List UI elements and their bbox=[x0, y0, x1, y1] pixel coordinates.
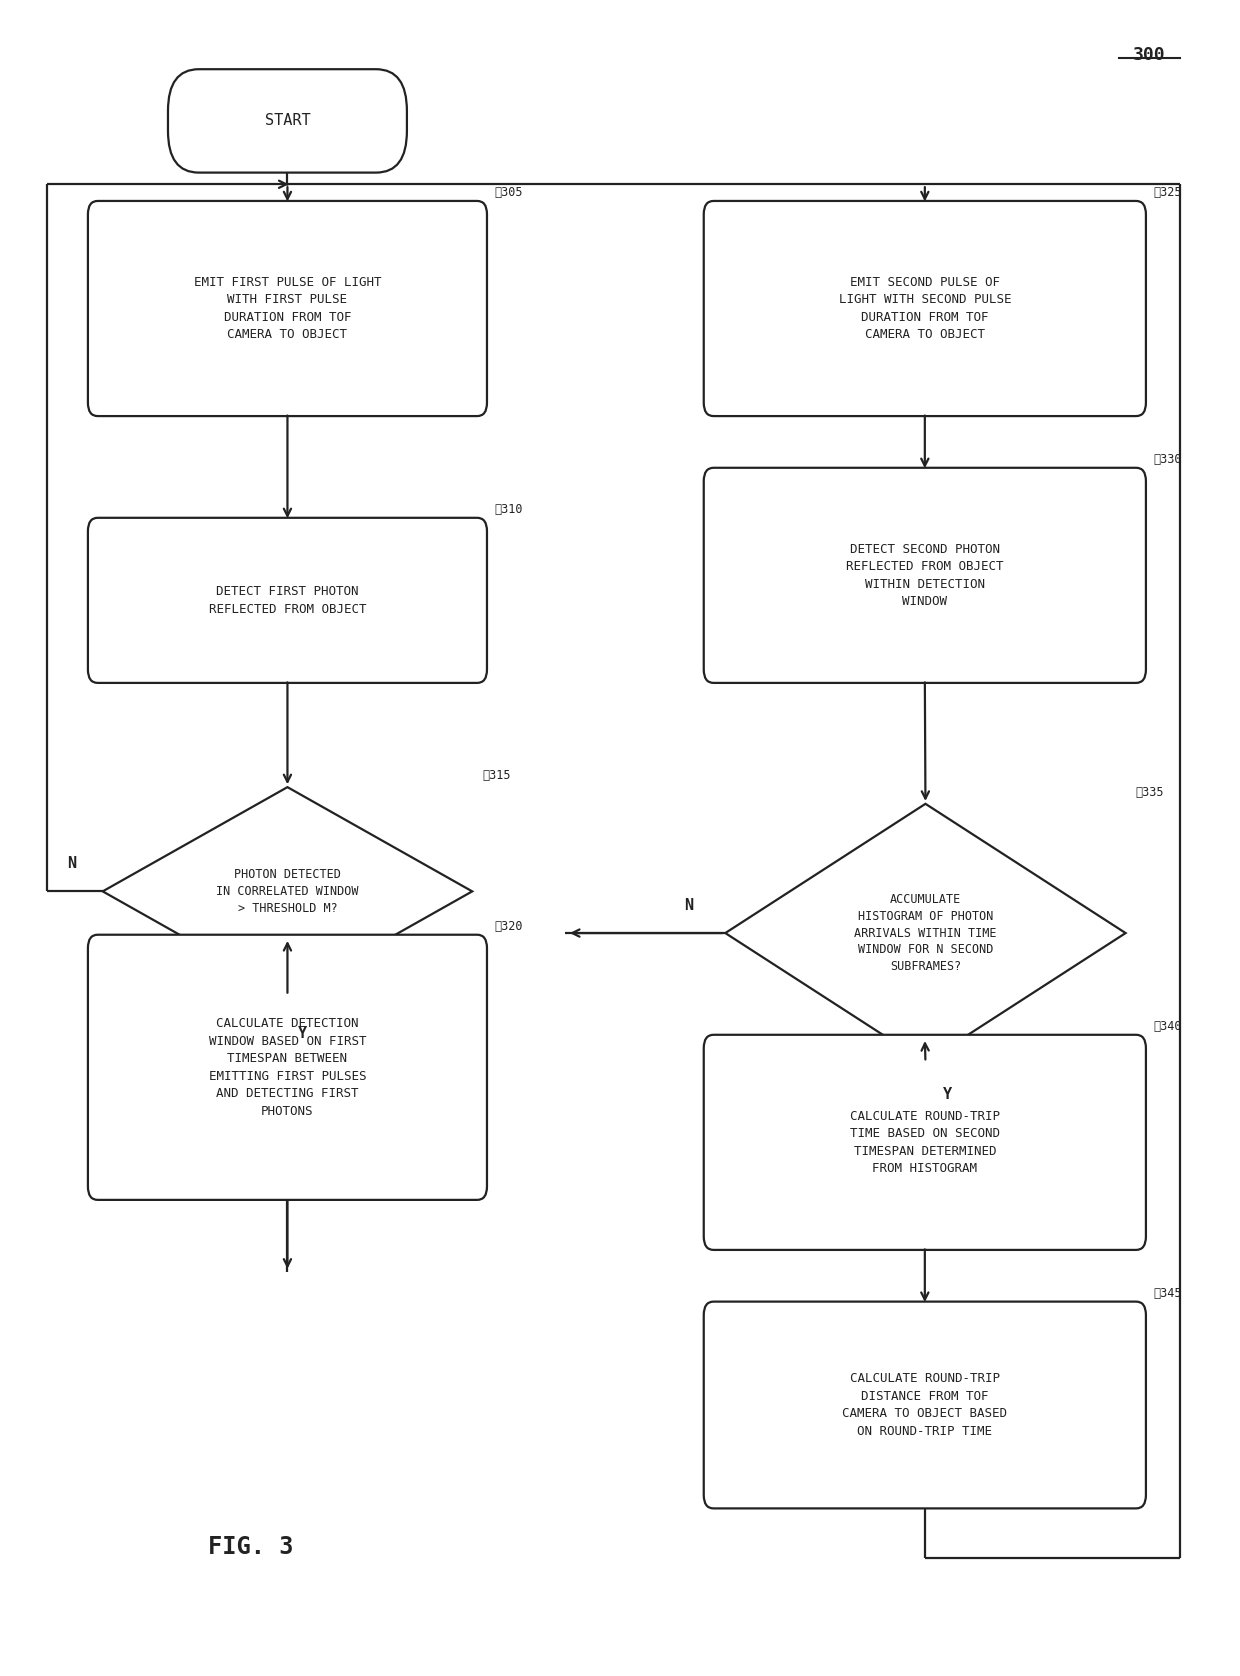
Text: ⁓315: ⁓315 bbox=[482, 769, 511, 783]
Text: PHOTON DETECTED
IN CORRELATED WINDOW
> THRESHOLD M?: PHOTON DETECTED IN CORRELATED WINDOW > T… bbox=[216, 868, 358, 915]
Text: START: START bbox=[264, 114, 310, 129]
Text: ⁓345: ⁓345 bbox=[1153, 1287, 1182, 1301]
Text: Y: Y bbox=[298, 1026, 306, 1041]
Polygon shape bbox=[103, 788, 472, 996]
FancyBboxPatch shape bbox=[704, 1034, 1146, 1250]
Text: DETECT SECOND PHOTON
REFLECTED FROM OBJECT
WITHIN DETECTION
WINDOW: DETECT SECOND PHOTON REFLECTED FROM OBJE… bbox=[846, 543, 1003, 608]
Text: EMIT SECOND PULSE OF
LIGHT WITH SECOND PULSE
DURATION FROM TOF
CAMERA TO OBJECT: EMIT SECOND PULSE OF LIGHT WITH SECOND P… bbox=[838, 277, 1011, 342]
Text: CALCULATE DETECTION
WINDOW BASED ON FIRST
TIMESPAN BETWEEN
EMITTING FIRST PULSES: CALCULATE DETECTION WINDOW BASED ON FIRS… bbox=[208, 1017, 366, 1118]
Text: CALCULATE ROUND-TRIP
TIME BASED ON SECOND
TIMESPAN DETERMINED
FROM HISTOGRAM: CALCULATE ROUND-TRIP TIME BASED ON SECON… bbox=[849, 1110, 999, 1175]
FancyBboxPatch shape bbox=[704, 201, 1146, 416]
FancyBboxPatch shape bbox=[167, 69, 407, 173]
Text: ⁓335: ⁓335 bbox=[1136, 786, 1164, 799]
Text: 300: 300 bbox=[1133, 45, 1166, 64]
Text: ⁓320: ⁓320 bbox=[495, 920, 523, 934]
Polygon shape bbox=[725, 804, 1126, 1063]
FancyBboxPatch shape bbox=[88, 935, 487, 1200]
Text: ⁓305: ⁓305 bbox=[495, 186, 523, 199]
Text: DETECT FIRST PHOTON
REFLECTED FROM OBJECT: DETECT FIRST PHOTON REFLECTED FROM OBJEC… bbox=[208, 585, 366, 615]
Text: ⁓325: ⁓325 bbox=[1153, 186, 1182, 199]
Text: CALCULATE ROUND-TRIP
DISTANCE FROM TOF
CAMERA TO OBJECT BASED
ON ROUND-TRIP TIME: CALCULATE ROUND-TRIP DISTANCE FROM TOF C… bbox=[842, 1373, 1007, 1438]
FancyBboxPatch shape bbox=[88, 518, 487, 682]
Text: ⁓330: ⁓330 bbox=[1153, 453, 1182, 466]
Text: ⁓310: ⁓310 bbox=[495, 503, 523, 516]
Text: EMIT FIRST PULSE OF LIGHT
WITH FIRST PULSE
DURATION FROM TOF
CAMERA TO OBJECT: EMIT FIRST PULSE OF LIGHT WITH FIRST PUL… bbox=[193, 277, 381, 342]
Text: Y: Y bbox=[944, 1088, 952, 1103]
FancyBboxPatch shape bbox=[704, 468, 1146, 682]
Text: N: N bbox=[683, 898, 693, 913]
FancyBboxPatch shape bbox=[704, 1302, 1146, 1508]
Text: FIG. 3: FIG. 3 bbox=[208, 1535, 293, 1559]
Text: ⁓340: ⁓340 bbox=[1153, 1021, 1182, 1032]
FancyBboxPatch shape bbox=[88, 201, 487, 416]
Text: ACCUMULATE
HISTOGRAM OF PHOTON
ARRIVALS WITHIN TIME
WINDOW FOR N SECOND
SUBFRAME: ACCUMULATE HISTOGRAM OF PHOTON ARRIVALS … bbox=[854, 893, 997, 974]
Text: N: N bbox=[67, 856, 77, 872]
